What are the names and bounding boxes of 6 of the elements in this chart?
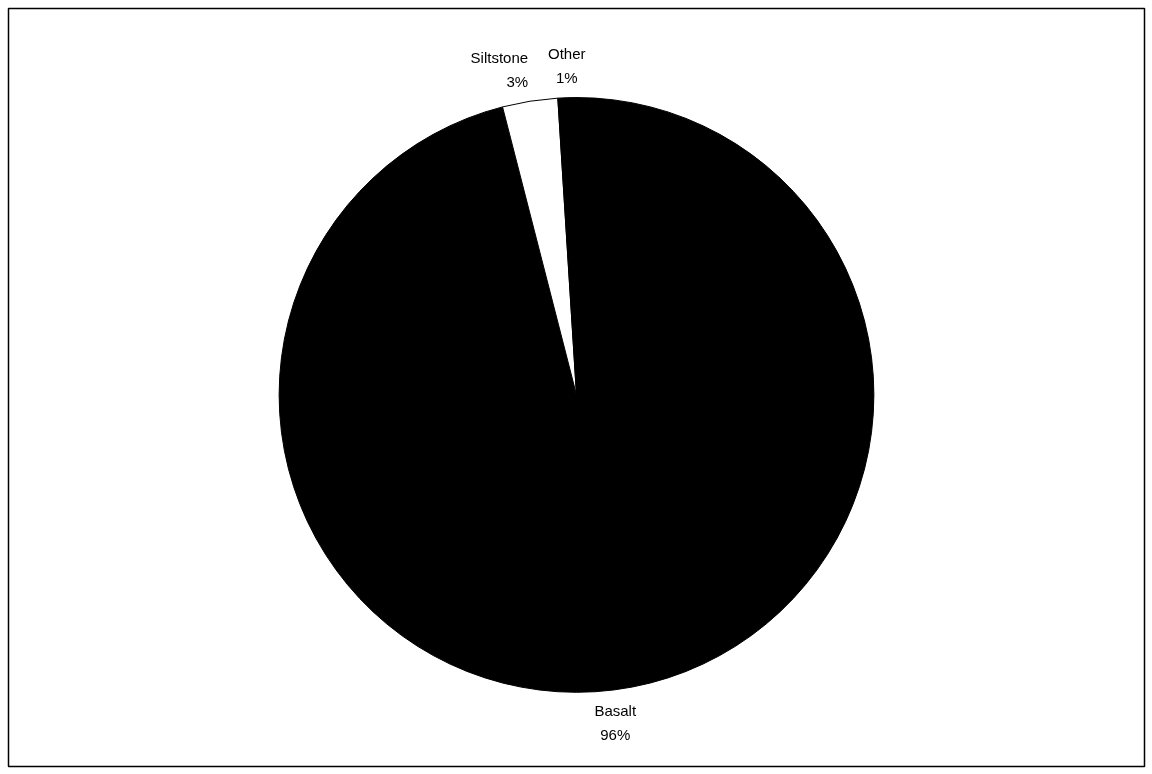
data-label: 96% (600, 725, 631, 743)
slice-label: Other (548, 44, 586, 62)
data-label: 1% (555, 68, 578, 86)
slice-label: Siltstone (470, 48, 529, 66)
slice-label: Basalt (594, 701, 637, 719)
data-label: 3% (506, 72, 529, 90)
